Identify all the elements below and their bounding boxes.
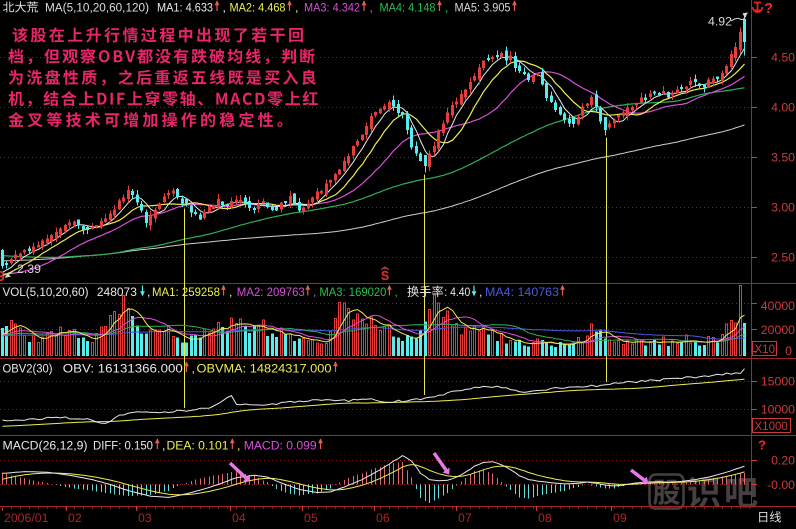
svg-text:20000: 20000 <box>761 323 795 337</box>
svg-text:MA4: 4.148: MA4: 4.148 <box>380 1 436 15</box>
svg-text:,: , <box>192 362 195 376</box>
svg-text:40000: 40000 <box>761 299 795 313</box>
svg-text:2.39: 2.39 <box>17 262 41 276</box>
svg-text:MA2: 4.468: MA2: 4.468 <box>230 1 286 15</box>
svg-text:MACD: 0.099: MACD: 0.099 <box>244 439 317 453</box>
svg-text:2006/01: 2006/01 <box>4 511 49 525</box>
svg-text:4.00: 4.00 <box>771 101 795 115</box>
svg-text:OBV2(30): OBV2(30) <box>3 362 53 376</box>
svg-text:15000: 15000 <box>761 375 795 389</box>
svg-text:10000: 10000 <box>761 403 795 417</box>
svg-text:,: , <box>147 285 150 299</box>
svg-text:S: S <box>0 269 5 285</box>
svg-text:DIFF: 0.150: DIFF: 0.150 <box>93 439 153 453</box>
svg-text:4.92: 4.92 <box>708 15 732 29</box>
svg-text:,: , <box>237 439 240 453</box>
svg-text:X1000: X1000 <box>755 421 788 433</box>
svg-text:: 4.40: : 4.40 <box>444 285 470 299</box>
svg-text:OBVMA: 14824317.000: OBVMA: 14824317.000 <box>197 362 332 376</box>
svg-text:MA2: 209763: MA2: 209763 <box>237 285 305 299</box>
svg-text:VOL(5,10,20,60): VOL(5,10,20,60) <box>3 285 89 299</box>
svg-text:-0.00: -0.00 <box>767 478 795 492</box>
svg-text:,: , <box>445 1 448 15</box>
svg-text:0.20: 0.20 <box>771 454 795 468</box>
svg-text:02: 02 <box>68 511 82 525</box>
svg-text:,: , <box>370 1 373 15</box>
svg-text:4.50: 4.50 <box>771 51 795 65</box>
svg-text:03: 03 <box>138 511 152 525</box>
svg-text:09: 09 <box>613 511 627 525</box>
svg-text:X10: X10 <box>755 344 775 356</box>
svg-text:2.50: 2.50 <box>771 251 795 265</box>
svg-text:MA3: 4.342: MA3: 4.342 <box>304 1 360 15</box>
svg-text:06: 06 <box>376 511 390 525</box>
svg-text:,: , <box>229 285 232 299</box>
svg-text:MA5: 3.905: MA5: 3.905 <box>455 1 511 15</box>
svg-text:3.50: 3.50 <box>771 151 795 165</box>
svg-text:,: , <box>479 285 482 299</box>
svg-text:MA1: 4.633: MA1: 4.633 <box>157 1 213 15</box>
svg-text:,: , <box>313 285 316 299</box>
svg-text:S: S <box>381 269 389 283</box>
svg-text:07: 07 <box>458 511 472 525</box>
svg-text:05: 05 <box>304 511 318 525</box>
svg-text:,: , <box>162 439 165 453</box>
svg-text:MA(5,10,20,60,120): MA(5,10,20,60,120) <box>45 1 149 15</box>
svg-text:08: 08 <box>538 511 552 525</box>
svg-text:MA3: 169020: MA3: 169020 <box>319 285 386 299</box>
svg-text:MACD(26,12,9): MACD(26,12,9) <box>3 439 88 453</box>
svg-text:?: ? <box>764 1 773 17</box>
svg-text:OBV: 16131366.000: OBV: 16131366.000 <box>63 362 183 376</box>
svg-text:248073: 248073 <box>97 285 137 299</box>
svg-text:,: , <box>295 1 298 15</box>
svg-text:MA1: 259258: MA1: 259258 <box>152 285 220 299</box>
svg-text:04: 04 <box>232 511 246 525</box>
svg-text:3.00: 3.00 <box>771 201 795 215</box>
svg-text:0: 0 <box>785 344 792 358</box>
svg-text:,: , <box>223 1 226 15</box>
svg-text:MA4: 140763: MA4: 140763 <box>485 285 559 299</box>
svg-text:?: ? <box>758 438 766 453</box>
svg-text:DEA: 0.101: DEA: 0.101 <box>167 439 229 453</box>
svg-text:,: , <box>395 285 398 299</box>
